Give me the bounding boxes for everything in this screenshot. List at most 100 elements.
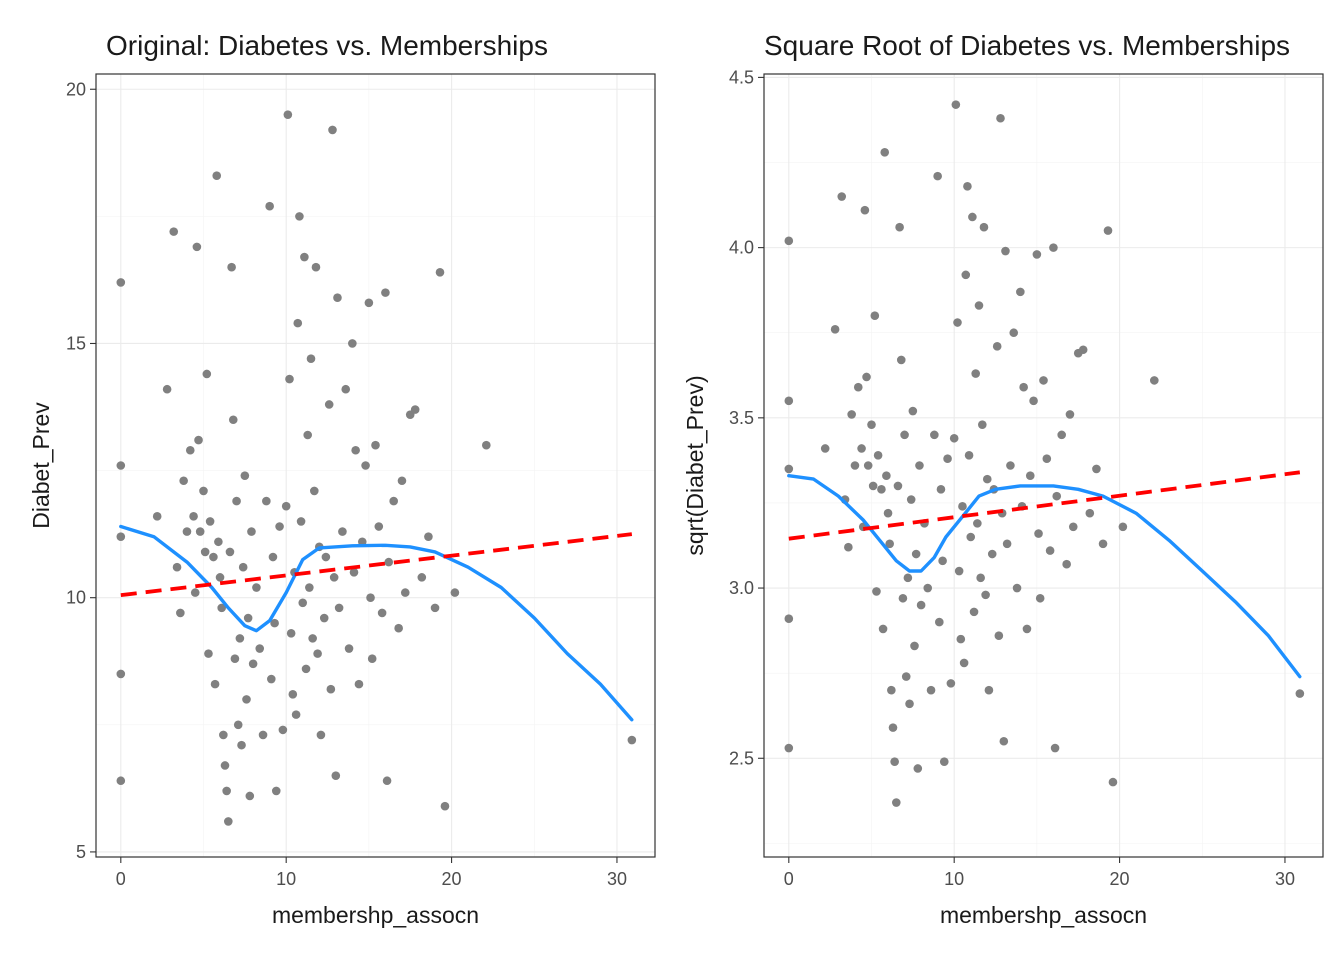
left-data-point	[316, 730, 326, 740]
left-smooth-curve	[119, 524, 634, 722]
left-data-point	[298, 598, 308, 608]
left-data-point	[169, 227, 179, 236]
right-data-point	[992, 342, 1002, 351]
right-data-point	[1103, 226, 1113, 235]
left-data-point	[435, 267, 445, 277]
left-x-tick-label: 10	[276, 869, 296, 889]
left-data-point	[430, 603, 440, 613]
right-data-point	[984, 685, 994, 695]
left-data-point	[237, 740, 246, 750]
right-data-point	[1032, 250, 1042, 259]
right-data-point	[857, 444, 866, 453]
left-data-point	[389, 496, 398, 506]
right-data-point	[905, 699, 914, 709]
right-scatter-points	[784, 100, 1305, 807]
left-data-point	[348, 339, 357, 348]
left-data-point	[233, 720, 243, 730]
left-data-point	[210, 679, 220, 689]
left-data-point	[228, 415, 238, 425]
right-data-point	[901, 672, 911, 681]
right-x-tick-label: 30	[1275, 869, 1295, 889]
right-data-point	[1098, 539, 1108, 549]
right-x-tick-label: 0	[784, 869, 794, 889]
right-y-tick-label: 3.0	[729, 578, 754, 598]
right-panel-border	[763, 73, 1324, 858]
left-data-point	[306, 354, 316, 364]
right-data-point	[915, 461, 924, 470]
right-data-point	[820, 444, 830, 453]
right-data-point	[949, 433, 959, 443]
left-data-point	[116, 532, 126, 541]
right-data-point	[1001, 246, 1010, 256]
left-data-point	[205, 517, 215, 526]
right-data-point	[1092, 464, 1101, 474]
right-data-point	[1042, 454, 1052, 463]
right-data-point	[844, 542, 853, 552]
right-x-tick-label: 10	[944, 869, 964, 889]
right-data-point	[974, 301, 984, 310]
left-data-point	[374, 522, 384, 531]
left-data-point	[258, 730, 268, 740]
left-x-tick-label: 20	[442, 869, 462, 889]
right-data-point	[888, 723, 898, 732]
left-data-point	[301, 664, 311, 674]
right-data-point	[1045, 546, 1055, 555]
right-x-axis: 0 10 20 30	[784, 857, 1295, 889]
right-data-point	[784, 743, 794, 753]
left-data-point	[417, 573, 427, 582]
right-y-tick-label: 3.5	[729, 408, 754, 428]
right-data-point	[954, 566, 964, 576]
right-data-point	[1019, 382, 1028, 392]
left-data-point	[225, 547, 235, 557]
left-data-point	[232, 496, 241, 506]
left-data-point	[349, 567, 359, 577]
left-data-point	[303, 430, 312, 440]
right-data-point	[903, 573, 913, 583]
right-data-point	[953, 318, 962, 327]
left-data-point	[324, 400, 334, 409]
right-x-axis-title: membershp_assocn	[940, 902, 1147, 928]
left-data-point	[381, 288, 390, 297]
left-data-point	[311, 262, 321, 272]
right-data-point	[1022, 624, 1032, 634]
right-data-point	[939, 757, 949, 766]
right-data-point	[926, 685, 936, 695]
right-data-point	[784, 464, 794, 474]
left-data-point	[286, 628, 296, 638]
right-smooth-curve	[787, 474, 1302, 679]
right-data-point	[887, 685, 896, 695]
left-data-point	[182, 527, 192, 536]
left-data-point	[176, 608, 185, 618]
right-data-point	[936, 485, 946, 494]
right-data-point	[1016, 287, 1025, 297]
right-data-point	[1150, 376, 1159, 385]
right-data-point	[1050, 743, 1060, 753]
left-data-point	[308, 634, 317, 643]
right-data-point	[882, 471, 891, 481]
left-data-point	[344, 644, 354, 653]
right-data-point	[873, 450, 883, 460]
left-data-point	[262, 496, 271, 506]
right-data-point	[994, 631, 1004, 641]
left-data-point	[222, 786, 231, 796]
right-data-point	[784, 236, 794, 246]
left-data-point	[235, 634, 245, 643]
right-data-point	[878, 624, 888, 634]
right-data-point	[913, 764, 923, 773]
right-data-point	[880, 148, 890, 157]
left-gridlines	[96, 74, 655, 857]
left-data-point	[305, 583, 314, 592]
left-panel-border	[95, 73, 656, 858]
left-data-point	[219, 730, 228, 740]
left-data-point	[179, 476, 188, 486]
right-data-point	[956, 634, 966, 644]
left-data-point	[278, 725, 288, 735]
left-data-point	[400, 588, 410, 597]
right-data-point	[1002, 539, 1012, 549]
left-data-point	[319, 613, 329, 623]
left-data-point	[296, 517, 306, 526]
left-data-point	[450, 588, 460, 597]
right-y-tick-label: 4.5	[729, 67, 754, 87]
right-data-point	[863, 461, 873, 470]
right-data-point	[877, 485, 886, 494]
